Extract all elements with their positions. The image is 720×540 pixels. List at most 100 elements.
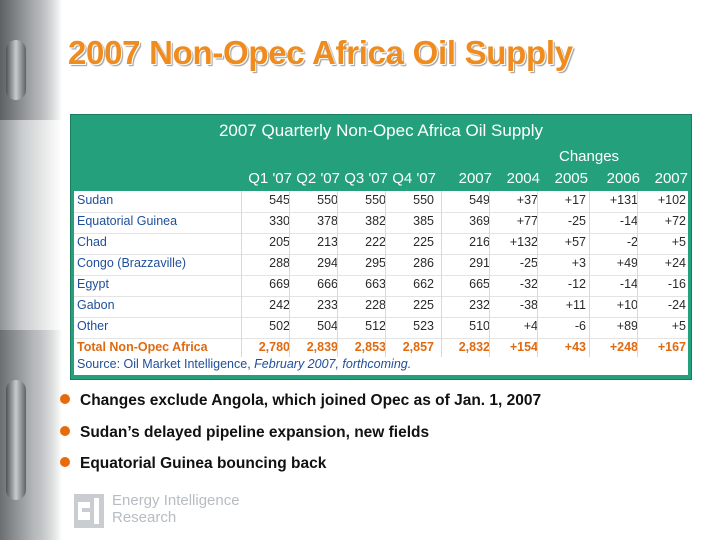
table-row: Egypt 669 666 663 662 665 -32 -12 -14 -16 xyxy=(74,275,688,296)
table-cell: 2,832 xyxy=(458,340,490,354)
table-cell: +102 xyxy=(657,193,686,207)
table-cell: +132 xyxy=(509,235,538,249)
decorative-side-image xyxy=(0,0,62,540)
row-label: Egypt xyxy=(77,277,109,291)
table-cell: +4 xyxy=(523,319,538,333)
table-cell: +3 xyxy=(571,256,586,270)
table-cell: +5 xyxy=(671,319,686,333)
table-cell: 294 xyxy=(317,256,338,270)
company-logo: Energy Intelligence Research xyxy=(74,492,274,532)
column-header: 2007 xyxy=(458,170,492,187)
table-cell: -14 xyxy=(619,214,638,228)
table-cell: 225 xyxy=(413,235,434,249)
column-header: 2006 xyxy=(606,170,640,187)
bullet-dot-icon xyxy=(60,393,70,404)
table-cell: -25 xyxy=(519,256,538,270)
table-source: Source: Oil Market Intelligence, Februar… xyxy=(77,357,412,371)
table-cell: 550 xyxy=(413,193,434,207)
table-cell: +5 xyxy=(671,235,686,249)
table-title: 2007 Quarterly Non-Opec Africa Oil Suppl… xyxy=(218,121,544,140)
table-cell: 2,857 xyxy=(402,340,434,354)
row-label: Equatorial Guinea xyxy=(77,214,178,228)
table-cell: -24 xyxy=(667,298,686,312)
table-cell: 205 xyxy=(269,235,290,249)
table-cell: +49 xyxy=(616,256,638,270)
column-header: Q2 '07 xyxy=(296,170,340,187)
table-cell: +37 xyxy=(516,193,538,207)
table-cell: +10 xyxy=(616,298,638,312)
page-title: 2007 Non-Opec Africa Oil Supply xyxy=(68,34,573,71)
table-cell: 512 xyxy=(365,319,386,333)
table-cell: 550 xyxy=(317,193,338,207)
table-cell: 286 xyxy=(413,256,434,270)
table-row: Congo (Brazzaville) 288 294 295 286 291 -25 +3 +… xyxy=(74,254,688,275)
table-cell: 288 xyxy=(269,256,290,270)
table-cell: +131 xyxy=(609,193,638,207)
table-cell: 291 xyxy=(469,256,490,270)
changes-header: Changes xyxy=(559,148,620,165)
column-header: 2005 xyxy=(554,170,588,187)
logo-text-line2: Research xyxy=(112,509,177,526)
table-cell: +72 xyxy=(664,214,686,228)
table-cell: 228 xyxy=(365,298,386,312)
table-cell: +167 xyxy=(657,340,686,354)
table-cell: +17 xyxy=(564,193,586,207)
table-cell: +77 xyxy=(516,214,538,228)
table-cell: 382 xyxy=(365,214,386,228)
table-cell: 669 xyxy=(269,277,290,291)
bullet-dot-icon xyxy=(60,456,70,467)
table-cell: -14 xyxy=(619,277,638,291)
table-cell: 510 xyxy=(469,319,490,333)
table-cell: 213 xyxy=(317,235,338,249)
table-cell: +248 xyxy=(609,340,638,354)
column-header: Q4 '07 xyxy=(392,170,436,187)
table-row: Equatorial Guinea 330 378 382 385 369 +77 -25 -1… xyxy=(74,212,688,233)
bullet-item: Equatorial Guinea bouncing back xyxy=(60,455,326,473)
table-cell: 502 xyxy=(269,319,290,333)
table-cell: +89 xyxy=(616,319,638,333)
row-label: Chad xyxy=(77,235,107,249)
table-cell: 222 xyxy=(365,235,386,249)
column-header: Q1 '07 xyxy=(248,170,292,187)
bullet-item: Changes exclude Angola, which joined Ope… xyxy=(60,392,541,410)
table-cell: 523 xyxy=(413,319,434,333)
table-cell: 369 xyxy=(469,214,490,228)
row-label: Other xyxy=(77,319,109,333)
column-header: 2007 xyxy=(654,170,688,187)
table-cell: -25 xyxy=(567,214,586,228)
table-cell: 233 xyxy=(317,298,338,312)
table-cell: 225 xyxy=(413,298,434,312)
row-label: Gabon xyxy=(77,298,115,312)
table-cell: 549 xyxy=(469,193,490,207)
table-cell: 378 xyxy=(317,214,338,228)
table-row: Chad 205 213 222 225 216 +132 +57 -2 +5 xyxy=(74,233,688,254)
table-cell: +24 xyxy=(664,256,686,270)
column-headers: Q1 '07 Q2 '07 Q3 '07 Q4 '07 2007 2004 2005 2006… xyxy=(71,170,691,192)
table-cell: +154 xyxy=(509,340,538,354)
table-cell: 2,839 xyxy=(306,340,338,354)
table-cell: 330 xyxy=(269,214,290,228)
table-cell: 2,853 xyxy=(354,340,386,354)
table-cell: 662 xyxy=(413,277,434,291)
table-cell: +43 xyxy=(564,340,586,354)
table-cell: -6 xyxy=(574,319,586,333)
row-label: Sudan xyxy=(77,193,114,207)
table-cell: -38 xyxy=(519,298,538,312)
table-cell: 504 xyxy=(317,319,338,333)
table-row: Sudan 545 550 550 550 549 +37 +17 +131 +102 xyxy=(74,191,688,212)
table-cell: -32 xyxy=(519,277,538,291)
row-label: Total Non-Opec Africa xyxy=(77,340,208,354)
table-cell: 242 xyxy=(269,298,290,312)
table-row: Gabon 242 233 228 225 232 -38 +11 +10 -24 xyxy=(74,296,688,317)
table-body: Sudan 545 550 550 550 549 +37 +17 +131 +102 Equato… xyxy=(74,191,688,375)
table-cell: -12 xyxy=(567,277,586,291)
column-header: 2004 xyxy=(506,170,540,187)
table-cell: 663 xyxy=(365,277,386,291)
row-label: Congo (Brazzaville) xyxy=(77,256,187,270)
table-cell: 666 xyxy=(317,277,338,291)
table-cell: +57 xyxy=(564,235,586,249)
table-row: Other 502 504 512 523 510 +4 -6 +89 +5 xyxy=(74,317,688,338)
table-cell: 385 xyxy=(413,214,434,228)
table-cell: 295 xyxy=(365,256,386,270)
ei-logo-icon xyxy=(74,494,104,528)
